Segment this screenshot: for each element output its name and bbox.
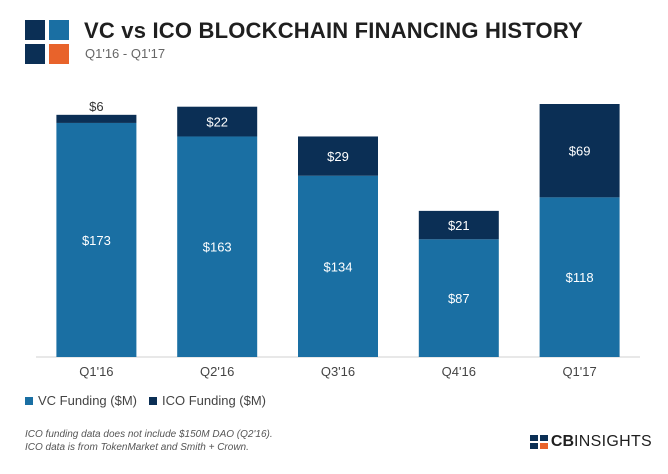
bar-vc-3 bbox=[418, 239, 499, 357]
chart-subtitle: Q1'16 - Q1'17 bbox=[85, 46, 166, 61]
x-tick-label-1: Q2'16 bbox=[200, 364, 234, 379]
legend-label-ico: ICO Funding ($M) bbox=[161, 393, 267, 408]
bar-ico-2 bbox=[298, 136, 378, 176]
bar-vc-4 bbox=[539, 197, 620, 357]
chart-title: VC vs ICO BLOCKCHAIN FINANCING HISTORY bbox=[84, 18, 583, 43]
legend-item-ico: ICO Funding ($M) bbox=[148, 393, 267, 408]
data-label-ico-2: $29 bbox=[327, 149, 349, 164]
cb-insights-mark-icon bbox=[529, 435, 548, 449]
data-label-ico-4: $69 bbox=[569, 144, 591, 159]
bar-vc-1 bbox=[177, 136, 258, 357]
legend-swatch-ico bbox=[148, 396, 157, 405]
data-label-ico-0: $6 bbox=[89, 99, 103, 114]
cb-insights-logo bbox=[25, 20, 69, 64]
data-label-ico-3: $21 bbox=[448, 218, 470, 233]
bar-vc-2 bbox=[298, 175, 378, 357]
legend-item-vc: VC Funding ($M) bbox=[25, 393, 137, 408]
legend-swatch-vc bbox=[25, 396, 33, 405]
footnote-line-1: ICO funding data does not include $150M … bbox=[25, 429, 273, 440]
brand-wordmark: CB INSIGHTS bbox=[529, 433, 652, 451]
legend-label-vc: VC Funding ($M) bbox=[38, 393, 137, 408]
data-label-vc-1: $163 bbox=[203, 240, 232, 255]
data-label-ico-1: $22 bbox=[206, 115, 228, 130]
bar-ico-0 bbox=[56, 114, 137, 123]
brand-insights: INSIGHTS bbox=[574, 433, 652, 450]
data-label-vc-0: $173 bbox=[82, 233, 111, 248]
footnote-line-2: ICO data is from TokenMarket and Smith +… bbox=[25, 442, 249, 453]
bar-ico-1 bbox=[177, 106, 258, 137]
x-tick-label-0: Q1'16 bbox=[79, 364, 113, 379]
bar-ico-3 bbox=[418, 210, 499, 240]
brand-cb: CB bbox=[550, 433, 575, 450]
legend: VC Funding ($M) ICO Funding ($M) bbox=[25, 393, 278, 408]
data-label-vc-2: $134 bbox=[324, 259, 353, 274]
footnote: ICO funding data does not include $150M … bbox=[25, 428, 273, 454]
data-label-vc-4: $118 bbox=[566, 270, 594, 285]
x-tick-label-3: Q4'16 bbox=[442, 364, 476, 379]
data-label-vc-3: $87 bbox=[448, 291, 470, 306]
bar-vc-0 bbox=[56, 122, 137, 357]
bar-ico-4 bbox=[539, 104, 620, 198]
x-tick-label-4: Q1'17 bbox=[562, 364, 596, 379]
x-tick-label-2: Q3'16 bbox=[321, 364, 355, 379]
